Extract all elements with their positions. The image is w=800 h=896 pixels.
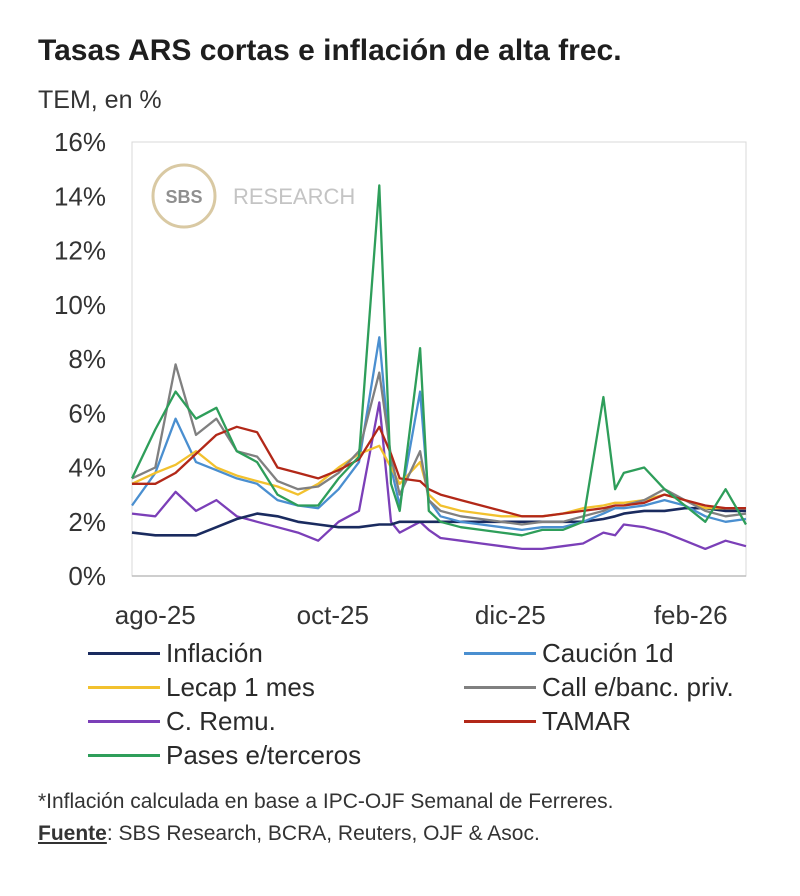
y-tick-label: 8% xyxy=(68,344,106,374)
legend-label: Call e/banc. priv. xyxy=(542,672,734,702)
legend-item: Lecap 1 mes xyxy=(88,672,315,703)
legend-label: Caución 1d xyxy=(542,638,674,668)
series-line-1 xyxy=(131,336,747,532)
legend-swatch xyxy=(88,652,160,655)
y-tick-label: 12% xyxy=(54,236,106,266)
legend-item: C. Remu. xyxy=(88,706,276,737)
legend-swatch xyxy=(88,754,160,757)
x-tick-label: feb-26 xyxy=(654,600,728,630)
y-tick-label: 14% xyxy=(54,181,106,211)
y-tick-label: 2% xyxy=(68,507,106,537)
legend-swatch xyxy=(464,652,536,655)
legend-item: Caución 1d xyxy=(464,638,674,669)
y-tick-label: 10% xyxy=(54,290,106,320)
watermark: SBS RESEARCH xyxy=(151,163,355,229)
legend: Inflación Caución 1d Lecap 1 mes Call e/ban… xyxy=(88,638,778,778)
legend-label: Pases e/terceros xyxy=(166,740,362,770)
x-tick-label: oct-25 xyxy=(297,600,369,630)
legend-label: TAMAR xyxy=(542,706,632,736)
source-text: : SBS Research, BCRA, Reuters, OJF & Aso… xyxy=(106,822,540,845)
legend-item: TAMAR xyxy=(464,706,631,737)
legend-item: Inflación xyxy=(88,638,263,669)
legend-swatch xyxy=(88,720,160,723)
legend-label: Inflación xyxy=(166,638,263,668)
watermark-logo-icon xyxy=(151,163,217,229)
y-tick-label: 16% xyxy=(54,127,106,157)
series-line-0 xyxy=(131,506,746,537)
watermark-logo-text: SBS xyxy=(165,187,202,207)
watermark-text: RESEARCH xyxy=(233,184,355,209)
source-label: Fuente xyxy=(38,822,107,845)
legend-label: C. Remu. xyxy=(166,706,276,736)
series-line-2 xyxy=(131,444,746,518)
series-line-4 xyxy=(131,401,747,551)
legend-item: Call e/banc. priv. xyxy=(464,672,734,703)
chart-subtitle: TEM, en % xyxy=(38,86,162,114)
chart-title: Tasas ARS cortas e inflación de alta fre… xyxy=(38,34,622,67)
legend-swatch xyxy=(464,720,536,723)
x-axis: ago-25 oct-25 dic-25 feb-26 xyxy=(115,600,728,630)
series-lines xyxy=(130,184,747,551)
series-line-6 xyxy=(130,184,747,537)
legend-swatch xyxy=(88,686,160,689)
line-chart: SBS RESEARCH 0% 2% 4% 6% 8% 10% 12% 14% 16% ago-… xyxy=(54,127,747,630)
y-tick-label: 4% xyxy=(68,453,106,483)
series-line-3 xyxy=(131,363,747,526)
y-tick-label: 6% xyxy=(68,398,106,428)
legend-label: Lecap 1 mes xyxy=(166,672,315,702)
y-axis: 0% 2% 4% 6% 8% 10% 12% 14% 16% xyxy=(54,127,106,591)
x-tick-label: dic-25 xyxy=(475,600,546,630)
legend-item: Pases e/terceros xyxy=(88,740,361,771)
footnote: *Inflación calculada en base a IPC-OJF S… xyxy=(38,790,614,813)
x-tick-label: ago-25 xyxy=(115,600,196,630)
y-tick-label: 0% xyxy=(68,561,106,591)
legend-swatch xyxy=(464,686,536,689)
source-note: Fuente: SBS Research, BCRA, Reuters, OJF… xyxy=(38,822,540,846)
series-line-5 xyxy=(132,425,746,518)
